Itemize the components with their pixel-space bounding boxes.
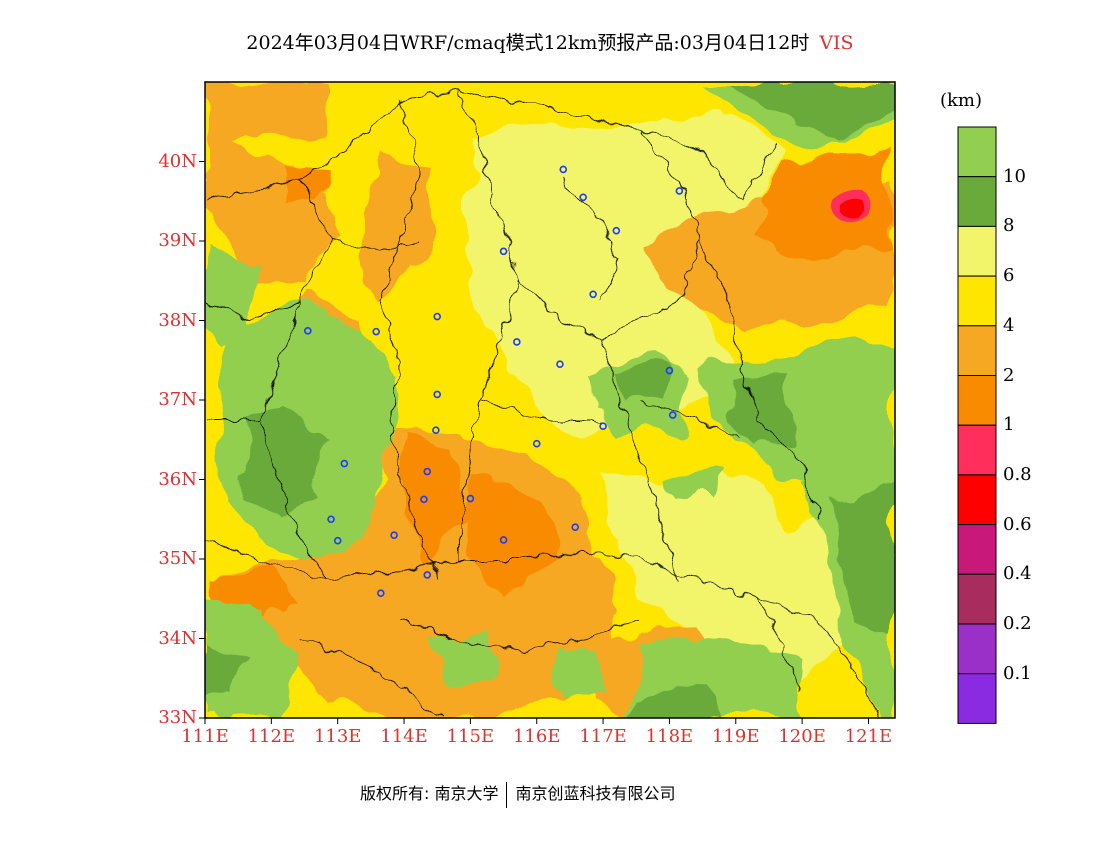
lat-tick-label: 36N [158, 468, 197, 490]
station-marker [466, 494, 475, 503]
station-marker [340, 459, 349, 468]
station-marker [333, 536, 342, 545]
station-marker [304, 327, 312, 335]
lon-tick-label: 114E [380, 726, 428, 747]
station-marker [665, 366, 674, 375]
station-marker [390, 531, 398, 539]
lat-tick-label: 33N [158, 707, 197, 728]
colorbar-label: 10 [1003, 165, 1026, 187]
map-title: 2024年03月04日WRF/cmaq模式12km预报产品:03月04日12时 V… [0, 28, 1100, 55]
colorbar-label: 0.1 [1003, 662, 1032, 684]
station-marker [612, 226, 621, 235]
colorbar-swatch [957, 176, 997, 227]
axis-ticks [199, 161, 869, 724]
station-marker [559, 165, 568, 174]
lat-tick-label: 40N [158, 150, 197, 172]
lat-tick-label: 38N [158, 309, 197, 331]
lon-tick-label: 117E [579, 726, 627, 747]
colorbar-label: 2 [1003, 364, 1015, 386]
lon-tick-label: 118E [645, 726, 694, 747]
footer-company: 南京创蓝科技有限公司 [515, 784, 676, 803]
lon-tick-label: 113E [313, 726, 362, 747]
colorbar-swatch [957, 126, 997, 178]
colorbar-swatch [957, 573, 997, 625]
colorbar-swatch [957, 424, 997, 476]
lat-tick-label: 34N [158, 627, 197, 649]
lon-tick-label: 111E [181, 726, 229, 747]
station-marker [433, 312, 442, 321]
colorbar-label: 0.4 [1003, 563, 1032, 585]
footer: 版权所有: 南京大学 南京创蓝科技有限公司 [360, 780, 676, 808]
station-markers [304, 165, 684, 597]
colorbar-label: 0.2 [1003, 613, 1032, 634]
station-marker [556, 360, 564, 369]
station-marker [513, 338, 521, 346]
footer-copyright: 版权所有: 南京大学 [360, 784, 499, 803]
station-marker [420, 495, 428, 504]
footer-separator [506, 781, 508, 808]
colorbar-label: 0.6 [1003, 513, 1032, 535]
station-marker [432, 426, 440, 435]
station-marker [433, 390, 442, 399]
station-marker [377, 589, 385, 597]
visibility-field [205, 82, 895, 718]
station-marker [423, 467, 432, 476]
lon-tick-label: 120E [778, 726, 826, 747]
colorbar-swatch [957, 275, 997, 327]
station-marker [571, 523, 580, 532]
colorbar-swatch [957, 623, 997, 675]
colorbar-unit: (km) [940, 90, 983, 111]
colorbar-swatch [957, 474, 997, 526]
lon-tick-label: 119E [712, 726, 760, 747]
lat-tick-label: 35N [158, 548, 197, 569]
colorbar-swatch [957, 325, 997, 376]
colorbar-swatch [957, 524, 997, 575]
station-marker [499, 247, 508, 256]
colorbar-label: 0.8 [1003, 463, 1032, 485]
colorbar [957, 126, 997, 724]
colorbar-label: 4 [1003, 314, 1015, 336]
station-marker [423, 571, 432, 579]
lat-tick-label: 37N [158, 389, 197, 410]
lon-tick-label: 112E [247, 726, 296, 747]
title-variable: VIS [819, 32, 854, 54]
lon-tick-label: 115E [446, 726, 495, 747]
station-marker [499, 536, 508, 544]
station-marker [579, 193, 587, 202]
colorbar-swatch [957, 673, 997, 724]
station-marker [589, 290, 597, 299]
admin-borders [205, 89, 881, 718]
station-marker [327, 515, 335, 524]
station-marker [532, 439, 541, 448]
station-marker [372, 327, 380, 336]
lon-tick-label: 116E [512, 726, 561, 747]
title-main: 2024年03月04日WRF/cmaq模式12km预报产品:03月04日12时 [246, 32, 810, 54]
lat-tick-label: 39N [158, 230, 197, 251]
station-marker [668, 411, 677, 419]
colorbar-label: 1 [1003, 414, 1015, 436]
colorbar-swatch [957, 375, 997, 426]
colorbar-label: 8 [1003, 215, 1015, 237]
colorbar-label: 6 [1003, 265, 1015, 287]
colorbar-swatch [957, 225, 997, 277]
lon-tick-label: 121E [844, 726, 893, 747]
station-marker [675, 187, 684, 195]
station-marker [599, 422, 607, 431]
